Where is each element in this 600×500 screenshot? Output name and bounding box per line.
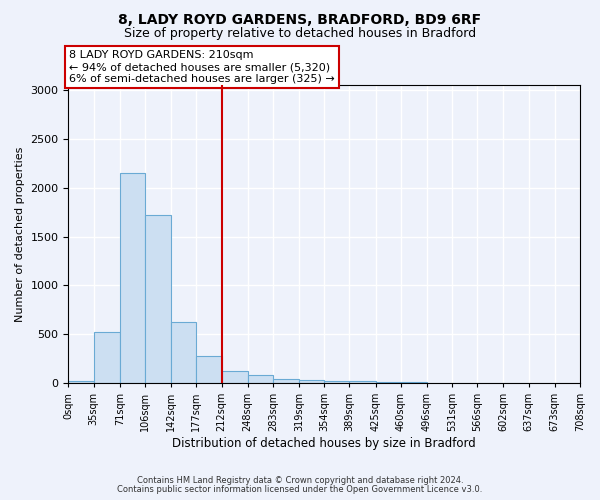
Text: 8 LADY ROYD GARDENS: 210sqm
← 94% of detached houses are smaller (5,320)
6% of s: 8 LADY ROYD GARDENS: 210sqm ← 94% of det… bbox=[69, 50, 335, 84]
Text: Contains HM Land Registry data © Crown copyright and database right 2024.: Contains HM Land Registry data © Crown c… bbox=[137, 476, 463, 485]
Bar bbox=[248, 375, 273, 383]
Text: Contains public sector information licensed under the Open Government Licence v3: Contains public sector information licen… bbox=[118, 485, 482, 494]
Text: Size of property relative to detached houses in Bradford: Size of property relative to detached ho… bbox=[124, 28, 476, 40]
Bar bbox=[120, 173, 145, 383]
Bar bbox=[401, 382, 427, 383]
Bar bbox=[94, 332, 120, 383]
Bar bbox=[145, 215, 171, 383]
Bar bbox=[196, 356, 221, 383]
Bar bbox=[68, 381, 94, 383]
Text: 8, LADY ROYD GARDENS, BRADFORD, BD9 6RF: 8, LADY ROYD GARDENS, BRADFORD, BD9 6RF bbox=[118, 12, 482, 26]
Bar bbox=[349, 381, 376, 383]
X-axis label: Distribution of detached houses by size in Bradford: Distribution of detached houses by size … bbox=[172, 437, 476, 450]
Bar bbox=[324, 380, 349, 383]
Bar bbox=[273, 378, 299, 383]
Bar bbox=[299, 380, 324, 383]
Bar bbox=[221, 372, 248, 383]
Bar bbox=[376, 382, 401, 383]
Y-axis label: Number of detached properties: Number of detached properties bbox=[15, 146, 25, 322]
Bar bbox=[171, 322, 196, 383]
